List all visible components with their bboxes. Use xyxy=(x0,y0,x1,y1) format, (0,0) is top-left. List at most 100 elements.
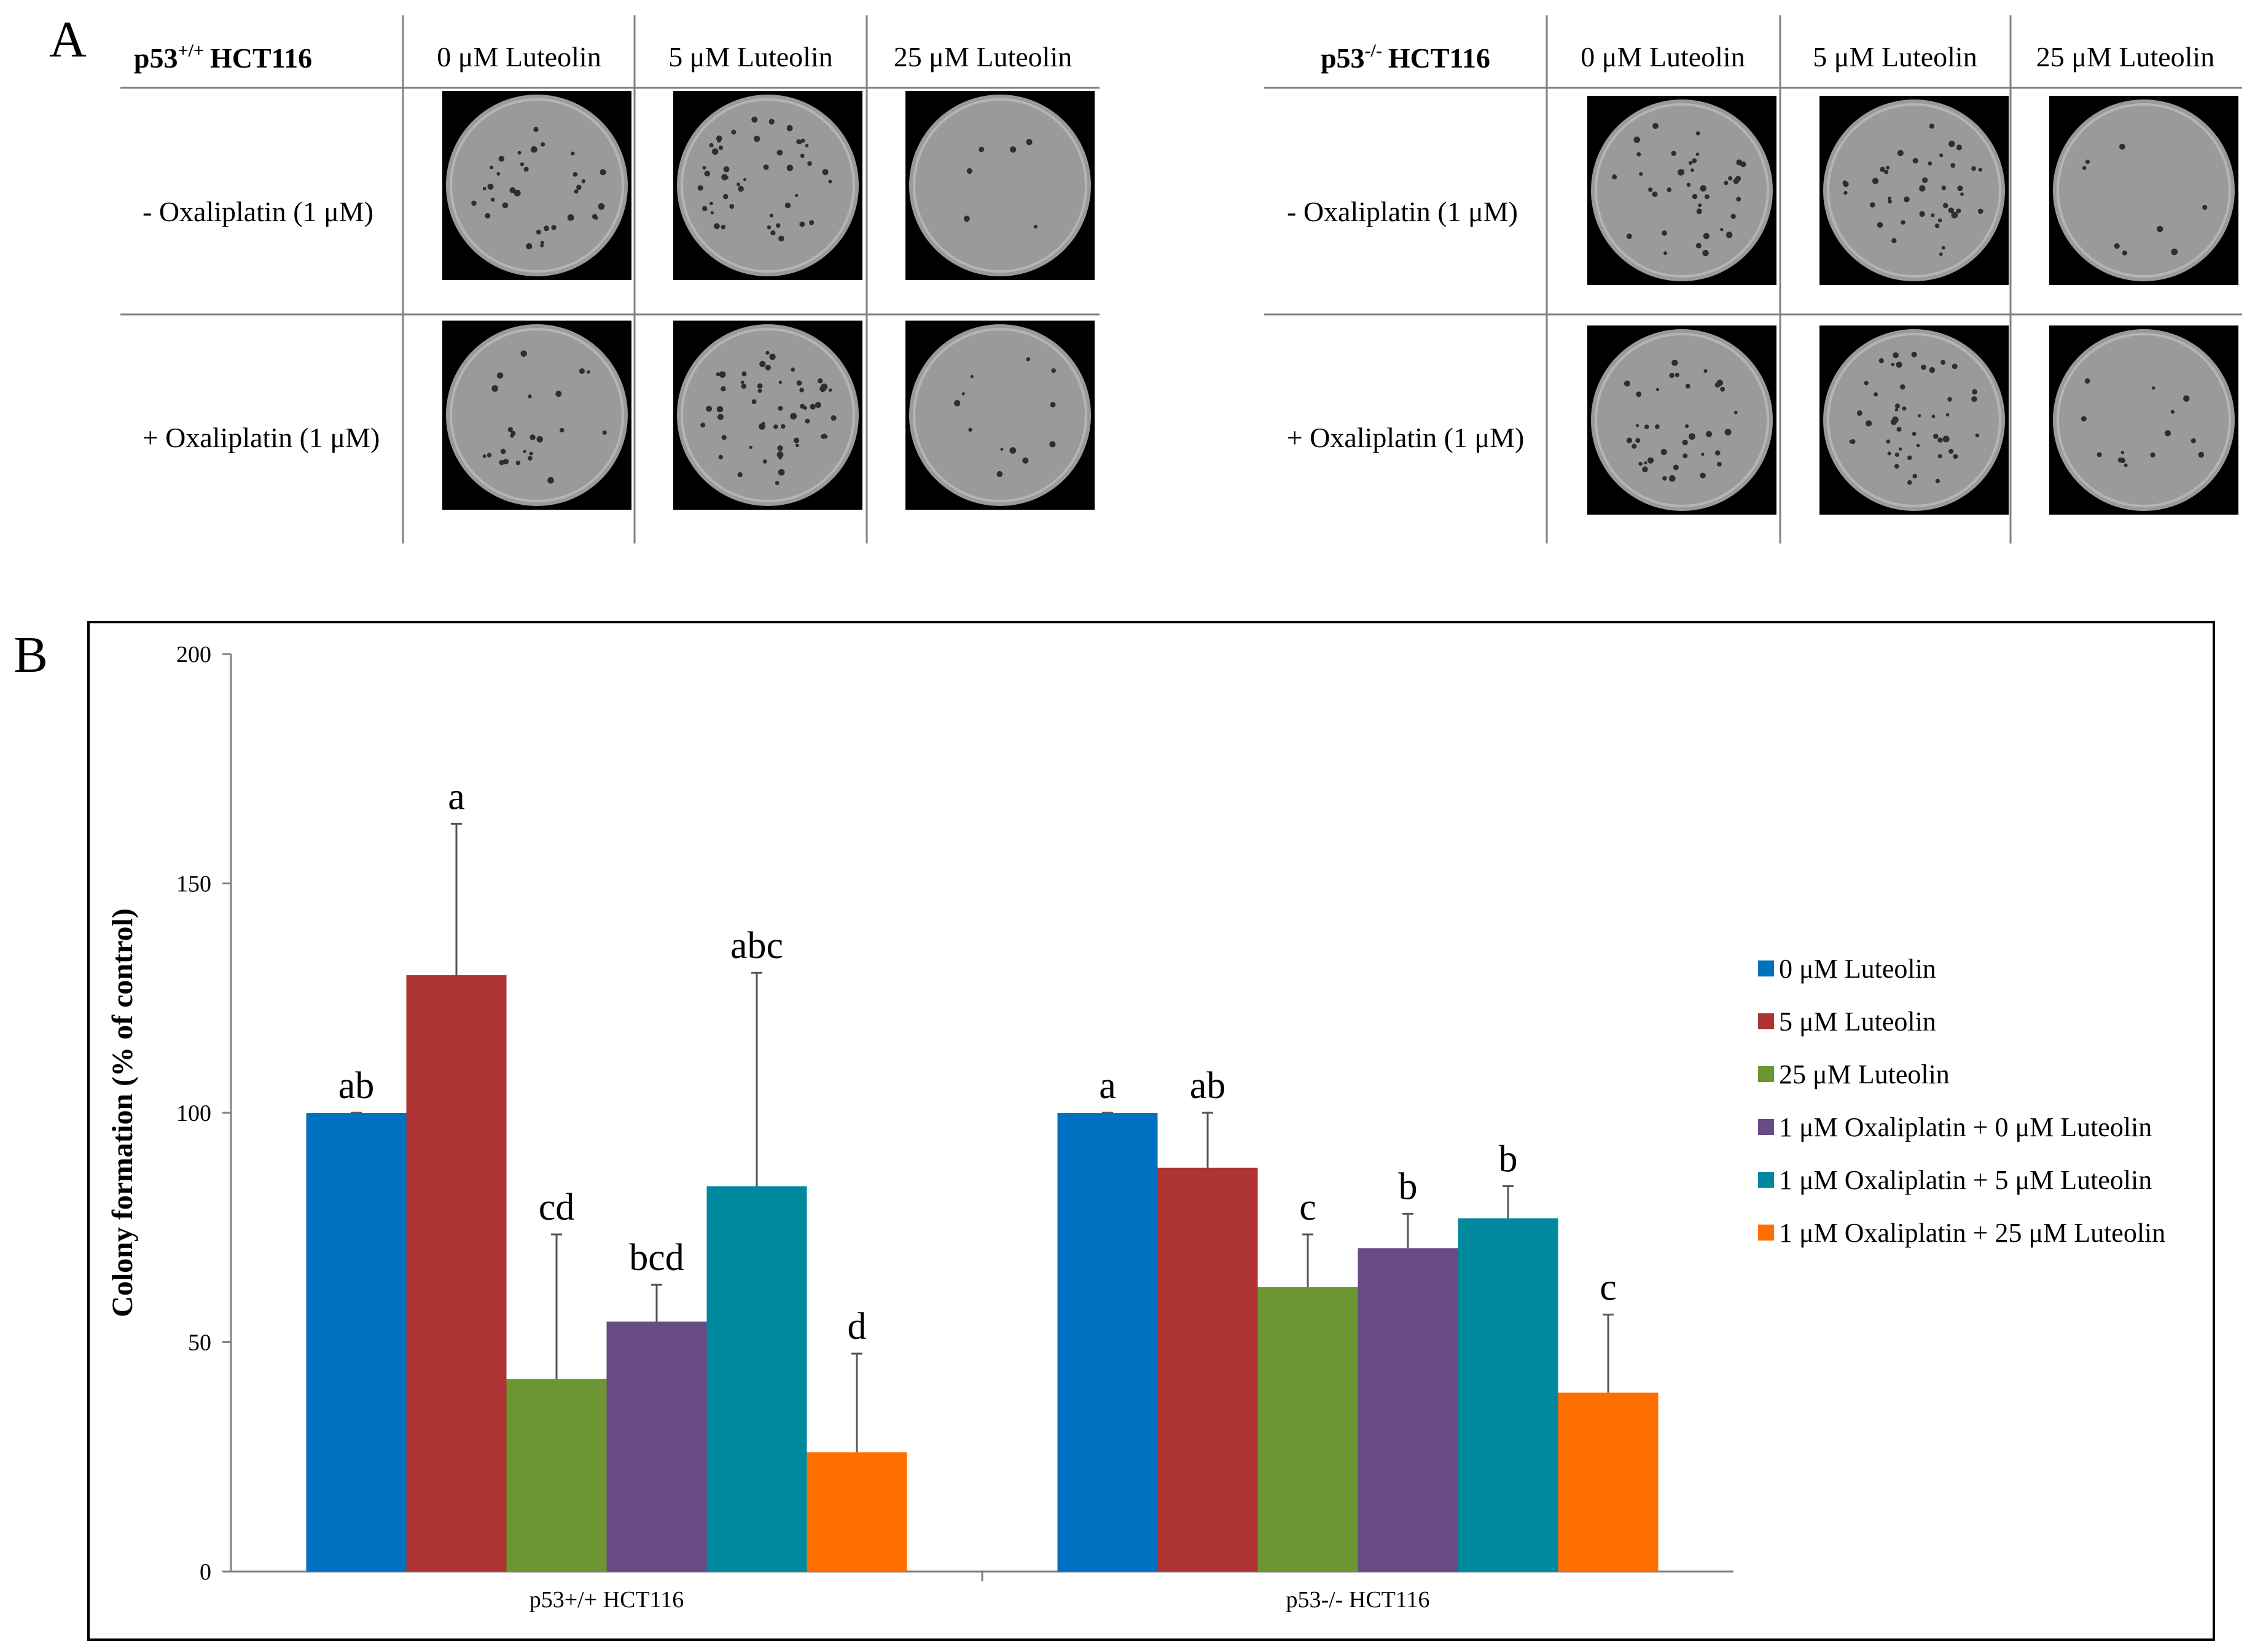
colony-dot xyxy=(502,202,509,209)
plate-rim xyxy=(681,98,855,273)
colony-dot xyxy=(1888,199,1892,204)
colony-dot xyxy=(791,367,795,372)
colony-dot xyxy=(530,434,536,440)
colony-dot xyxy=(1636,152,1641,157)
y-axis-label: Colony formation (% of control) xyxy=(106,908,139,1317)
y-tick-label: 100 xyxy=(176,1101,211,1126)
bar xyxy=(1057,1113,1158,1572)
colony-dot xyxy=(1865,420,1872,427)
colony-dot xyxy=(528,394,532,399)
colony-dot xyxy=(1904,196,1910,203)
colony-dot xyxy=(1715,450,1721,456)
colony-dot xyxy=(498,155,505,162)
colony-dot xyxy=(743,177,747,182)
colony-dot xyxy=(757,389,762,393)
colony-dot xyxy=(970,375,974,378)
colony-dot xyxy=(1647,457,1654,464)
colony-dot xyxy=(1956,144,1963,150)
colony-dot xyxy=(722,193,729,200)
chart-frame xyxy=(87,621,2215,1641)
colony-dot xyxy=(1652,191,1658,197)
plate-rim xyxy=(450,328,624,502)
colony-dot xyxy=(815,402,821,408)
colony-dot xyxy=(1952,364,1958,370)
bar xyxy=(1558,1392,1659,1572)
colony-dot xyxy=(530,146,537,153)
colony-dot xyxy=(1684,424,1689,428)
colony-dot xyxy=(753,135,760,142)
colony-dot xyxy=(776,451,784,458)
colony-dot xyxy=(1000,448,1004,451)
colony-dot xyxy=(1700,472,1706,479)
legend-swatch xyxy=(1758,1225,1774,1241)
bar xyxy=(406,975,507,1572)
colony-dot xyxy=(526,243,533,250)
column-header: 0 μM Luteolin xyxy=(1581,41,1745,72)
colony-dot xyxy=(2085,159,2090,165)
colony-dot xyxy=(487,183,494,190)
colony-dot xyxy=(536,435,544,443)
significance-letter: c xyxy=(1600,1267,1617,1309)
colony-dot xyxy=(2170,410,2175,414)
colony-dot xyxy=(1893,352,1899,359)
colony-dot xyxy=(1690,168,1694,173)
colony-dot xyxy=(579,368,585,374)
colony-dot xyxy=(1942,203,1948,208)
colony-dot xyxy=(1948,448,1954,454)
colony-dot xyxy=(1700,185,1706,192)
colony-dot xyxy=(702,166,706,170)
colony-dot xyxy=(1843,181,1849,187)
colony-plate xyxy=(673,91,862,280)
colony-dot xyxy=(800,403,805,409)
colony-plates xyxy=(442,91,2238,515)
plate-dish xyxy=(2053,99,2235,281)
colony-dot xyxy=(762,459,767,464)
colony-dot xyxy=(1948,207,1954,214)
significance-letter: b xyxy=(1499,1139,1518,1180)
colony-dot xyxy=(2097,452,2102,458)
colony-dot xyxy=(1717,461,1722,467)
bar xyxy=(1458,1218,1558,1572)
colony-dot xyxy=(487,453,492,458)
significance-letter: b xyxy=(1399,1166,1418,1207)
colony-dot xyxy=(2164,430,2171,437)
colony-dot xyxy=(822,169,829,176)
colony-dot xyxy=(1669,373,1675,378)
colony-dot xyxy=(1703,368,1708,373)
colony-dot xyxy=(711,148,719,155)
colony-dot xyxy=(821,383,828,391)
colony-dot xyxy=(1901,220,1905,225)
colony-dot xyxy=(1937,218,1942,223)
colony-dot xyxy=(1912,158,1918,164)
bar xyxy=(1358,1248,1458,1572)
colony-dot xyxy=(721,224,726,230)
colony-dot xyxy=(1941,246,1945,250)
colony-dot xyxy=(503,459,509,465)
colony-plate xyxy=(442,91,631,280)
colony-dot xyxy=(786,125,793,131)
row-header: + Oxaliplatin (1 μM) xyxy=(1287,422,1525,453)
colony-dot xyxy=(1945,413,1950,417)
colony-dot xyxy=(2150,452,2155,458)
colony-dot xyxy=(1931,213,1935,217)
colony-dot xyxy=(1724,429,1732,436)
colony-dot xyxy=(482,187,487,190)
colony-dot xyxy=(1953,454,1958,459)
colony-dot xyxy=(587,370,590,374)
colony-dot xyxy=(2157,225,2163,233)
colony-dot xyxy=(1971,166,1976,171)
colony-dot xyxy=(1960,192,1964,197)
plate-rim xyxy=(1595,333,1769,507)
colony-dot xyxy=(759,423,765,430)
colony-dot xyxy=(1935,478,1940,483)
colony-dot xyxy=(961,392,965,395)
colony-dot xyxy=(1977,208,1983,214)
colony-dot xyxy=(996,471,1003,477)
colony-dot xyxy=(1692,193,1698,200)
colony-dot xyxy=(1928,161,1933,166)
colony-dot xyxy=(1635,424,1639,427)
y-tick-label: 50 xyxy=(188,1330,211,1356)
colony-dot xyxy=(1919,185,1926,192)
colony-dot xyxy=(1942,435,1950,443)
